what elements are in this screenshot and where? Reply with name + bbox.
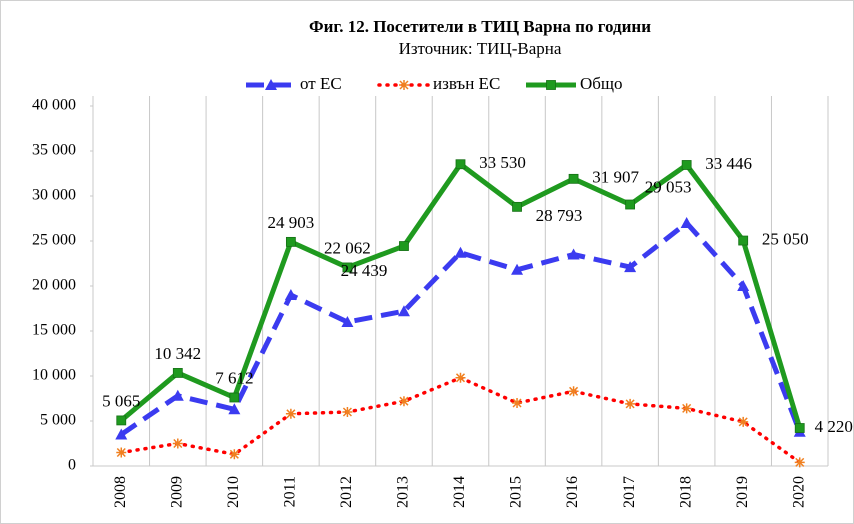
point	[115, 428, 128, 440]
point	[681, 160, 692, 170]
point	[738, 416, 749, 427]
point	[172, 438, 183, 449]
point	[398, 396, 409, 407]
point	[397, 305, 410, 317]
point	[455, 159, 466, 170]
point	[229, 392, 240, 403]
x-tick-label: 2008	[112, 476, 129, 508]
point	[285, 236, 296, 247]
data-label: 31 907	[592, 168, 639, 187]
point	[454, 246, 467, 258]
point	[229, 449, 240, 460]
point	[171, 389, 184, 401]
point	[794, 423, 805, 433]
y-tick-label: 5 000	[40, 412, 76, 429]
legend-marker	[546, 80, 556, 90]
x-tick-label: 2009	[168, 476, 185, 508]
x-tick-label: 2017	[621, 476, 638, 508]
y-tick-label: 30 000	[32, 187, 76, 204]
x-tick-label: 2010	[225, 476, 242, 508]
data-label: 5 065	[102, 391, 140, 410]
x-tick-label: 2011	[282, 476, 299, 507]
legend-label: извън ЕС	[433, 74, 500, 93]
point	[285, 408, 296, 419]
point	[116, 447, 127, 458]
y-tick-label: 40 000	[32, 97, 76, 114]
x-tick-label: 2019	[734, 476, 751, 508]
y-tick-label: 0	[68, 457, 76, 474]
data-label: 25 050	[762, 229, 809, 248]
point	[284, 289, 297, 300]
point	[341, 316, 354, 327]
data-label: 28 793	[536, 206, 583, 225]
y-tick-label: 25 000	[32, 232, 76, 249]
data-label: 33 446	[705, 154, 752, 173]
y-tick-label: 20 000	[32, 277, 76, 294]
point	[172, 368, 183, 378]
legend-label: от ЕС	[300, 74, 342, 93]
data-label: 29 053	[645, 177, 692, 196]
x-tick-label: 2015	[508, 476, 525, 508]
data-label: 4 220	[815, 417, 853, 436]
point	[625, 199, 636, 210]
data-label: 24 903	[268, 213, 315, 232]
point	[737, 280, 750, 291]
chart-subtitle: Източник: ТИЦ-Варна	[399, 39, 562, 58]
data-label: 7 612	[215, 368, 253, 387]
point	[625, 398, 636, 409]
data-label: 10 342	[154, 344, 201, 363]
legend-marker	[265, 79, 277, 90]
y-tick-label: 10 000	[32, 367, 76, 384]
point	[512, 398, 523, 408]
data-label: 22 062	[324, 238, 371, 257]
point	[568, 386, 579, 397]
x-tick-label: 2018	[677, 476, 694, 508]
legend-label: Общо	[580, 74, 623, 93]
point	[568, 173, 579, 184]
point	[512, 201, 522, 212]
y-tick-label: 15 000	[32, 322, 76, 339]
point	[399, 241, 409, 251]
x-tick-label: 2014	[451, 476, 468, 508]
data-label: 33 530	[479, 153, 526, 172]
data-label: 24 439	[341, 261, 388, 280]
x-tick-label: 2012	[338, 476, 355, 508]
y-tick-label: 35 000	[32, 142, 76, 159]
chart-title: Фиг. 12. Посетители в ТИЦ Варна по годин…	[309, 17, 651, 36]
point	[455, 372, 466, 383]
point	[738, 235, 749, 246]
x-tick-label: 2013	[395, 476, 412, 508]
point	[794, 457, 805, 468]
point	[342, 262, 353, 273]
legend-marker	[399, 80, 409, 90]
point	[624, 261, 637, 273]
point	[681, 403, 692, 414]
x-tick-label: 2020	[790, 476, 807, 508]
point	[116, 415, 127, 426]
point	[567, 248, 580, 260]
x-tick-label: 2016	[564, 476, 581, 508]
point	[511, 263, 524, 275]
point	[680, 217, 693, 228]
point	[342, 407, 353, 417]
point	[228, 403, 241, 415]
